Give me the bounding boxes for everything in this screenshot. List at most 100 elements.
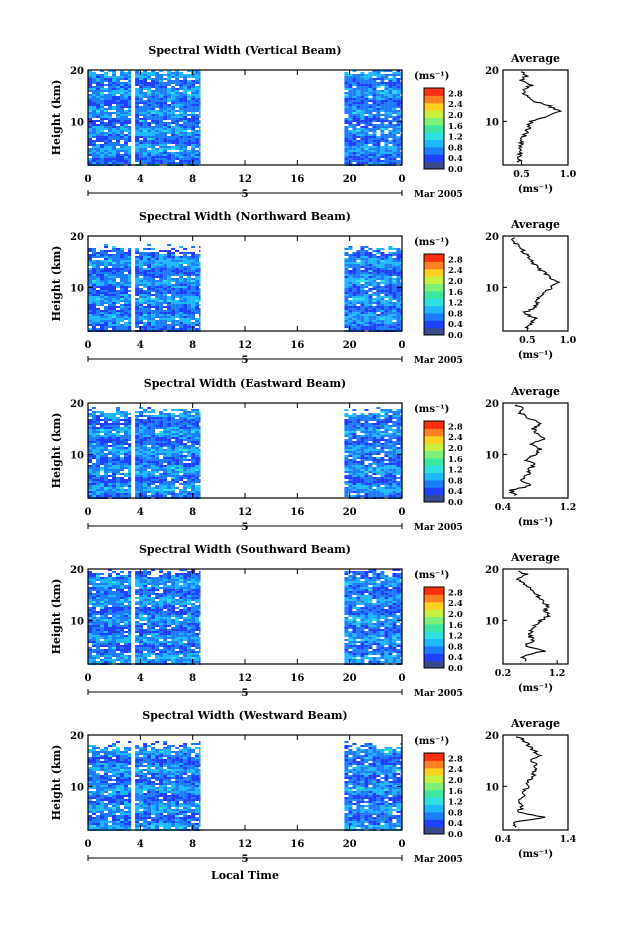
heatmap-cell [112,148,116,150]
heatmap-cell [92,114,96,116]
heatmap-cell [392,296,397,298]
heatmap-cell [396,140,401,142]
heatmap-cell [183,471,188,473]
heatmap-cell [116,86,120,88]
heatmap-cell [344,463,349,465]
heatmap-cell [183,286,188,288]
heatmap-cell [112,318,116,320]
heatmap-cell [360,266,365,268]
heatmap-cell [356,449,361,451]
heatmap-cell [199,150,201,152]
heatmap-cell [104,258,108,260]
heatmap-cell [171,280,176,282]
heatmap-cell [364,326,369,328]
heatmap-cells [88,407,402,499]
heatmap-cell [372,86,377,88]
heatmap-cell [163,491,168,493]
heatmap-cell [163,475,168,477]
heatmap-cell [135,136,140,138]
heatmap-cell [92,290,96,292]
heatmap-cell [128,260,132,262]
heatmap-cell [376,300,381,302]
heatmap-cell [163,106,168,108]
heatmap-cell [139,258,144,260]
heatmap-cell [384,322,389,324]
heatmap-cell [171,425,176,427]
heatmap-cell [179,489,184,491]
heatmap-cell [124,483,128,485]
heatmap-cell [104,495,108,497]
heatmap-cell [159,146,164,148]
heatmap-cell [120,296,124,298]
heatmap-cell [195,487,200,489]
heatmap-cell [191,268,196,270]
heatmap-cell [388,306,393,308]
heatmap-cell [175,284,180,286]
heatmap-cell [92,248,96,250]
heatmap-cell [104,487,108,489]
heatmap-cell [167,156,172,158]
heatmap-cell [199,322,201,324]
heatmap-cell [191,451,196,453]
heatmap-cell [128,435,132,437]
heatmap-cell [364,98,369,100]
heatmap-cell [368,98,373,100]
heatmap-cell [376,310,381,312]
heatmap-cell [112,469,116,471]
heatmap-cell [360,296,365,298]
heatmap-cell [388,132,393,134]
average-x-tick-label: 1.0 [560,169,577,180]
heatmap-cell [195,142,200,144]
heatmap-cell [364,262,369,264]
heatmap-cell [96,274,100,276]
heatmap-cell [352,158,357,160]
heatmap-cell [352,485,357,487]
heatmap-cell [151,146,156,148]
heatmap-cell [159,148,164,150]
heatmap-cell [120,467,124,469]
heatmap-cell [147,84,152,86]
heatmap-cell [183,487,188,489]
heatmap-cell [179,272,184,274]
heatmap-cell [128,126,132,128]
heatmap-cell [116,258,120,260]
heatmap-cell [364,258,369,260]
heatmap-cell [100,447,104,449]
heatmap-cell [96,152,100,154]
heatmap-cell [155,148,160,150]
heatmap-cell [120,256,124,258]
heatmap-cell [159,433,164,435]
heatmap-cell [163,96,168,98]
heatmap-cell [104,419,108,421]
heatmap-cell [104,154,108,156]
heatmap-cell [348,280,353,282]
heatmap-cell [356,288,361,290]
colorbar-swatch [424,290,444,299]
heatmap-cell [155,80,160,82]
heatmap-cell [191,76,196,78]
heatmap-cell [167,439,172,441]
heatmap-cell [360,140,365,142]
heatmap-cell [175,104,180,106]
heatmap-cell [147,264,152,266]
heatmap-cell [187,280,192,282]
heatmap-cell [143,132,148,134]
heatmap-cell [124,146,128,148]
heatmap-cell [159,116,164,118]
heatmap-cell [344,248,349,250]
heatmap-cell [139,495,144,497]
heatmap-cell [108,146,112,148]
heatmap-cell [124,252,128,254]
heatmap-cell [112,294,116,296]
heatmap-cell [167,128,172,130]
heatmap-cell [396,278,401,280]
heatmap-cell [151,290,156,292]
heatmap-cell [155,455,160,457]
heatmap-cell [139,108,144,110]
heatmap-cell [120,429,124,431]
heatmap-cell [175,449,180,451]
heatmap-cell [175,314,180,316]
heatmap-cell [191,104,196,106]
heatmap-cell [348,266,353,268]
heatmap-cell [344,443,349,445]
